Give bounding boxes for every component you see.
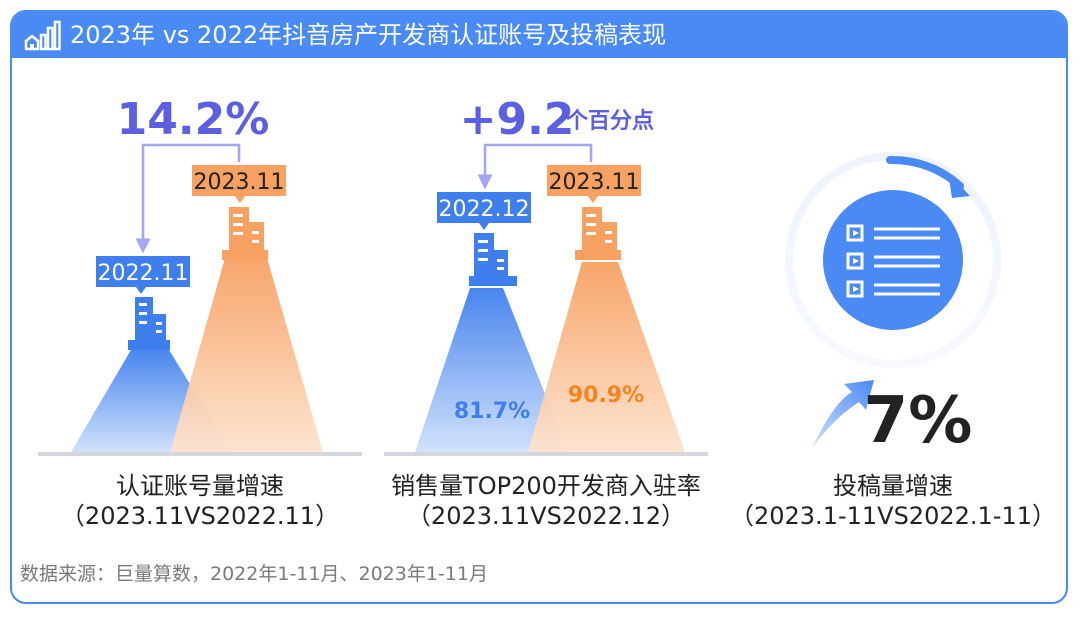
caption-subtitle: （2023.11VS2022.11） (60, 502, 340, 530)
building-icon (575, 207, 621, 260)
beam-2023-11 (528, 262, 685, 452)
caption-title: 投稿量增速 (833, 472, 953, 500)
caption-account-growth: 认证账号量增速 （2023.11VS2022.11） (38, 471, 362, 531)
title-bar: 2023年 vs 2022年抖音房产开发商认证账号及投稿表现 (12, 12, 1066, 58)
building-icon (222, 207, 268, 260)
caption-subtitle: （2023.11VS2022.12） (406, 502, 686, 530)
label-2023-11: 2023.11 (194, 170, 285, 195)
percentage-point-change: +9.2 (460, 94, 575, 145)
cycle-arrow (886, 155, 964, 190)
label-2022-11: 2022.11 (98, 261, 189, 286)
caption-title: 认证账号量增速 (116, 472, 284, 500)
bar-chart-house-icon (24, 20, 61, 51)
up-arrow-icon (812, 380, 874, 448)
page-title: 2023年 vs 2022年抖音房产开发商认证账号及投稿表现 (70, 21, 667, 49)
label-2022-12: 2022.12 (439, 197, 530, 222)
panel-account-growth: 2022.11 2023.11 14.2% (38, 94, 362, 456)
submission-growth-value: 7% (864, 384, 973, 458)
data-source-note: 数据来源：巨量算数，2022年1-11月、2023年1-11月 (20, 563, 488, 585)
panel-top200-rate: 2022.12 2023.11 +9.2 个百分点 81.7% 90.9% (384, 94, 708, 456)
comparison-arrow (135, 143, 241, 254)
video-list-icon (846, 224, 940, 298)
label-2023-11: 2023.11 (549, 170, 640, 195)
growth-rate-value: 14.2% (117, 94, 270, 145)
caption-title: 销售量TOP200开发商入驻率 (391, 472, 701, 500)
beam-2022-12 (415, 288, 568, 452)
panel-submission-growth: 7% (785, 152, 1001, 458)
caption-top200-rate: 销售量TOP200开发商入驻率 （2023.11VS2022.12） (372, 471, 720, 531)
value-2023-11: 90.9% (568, 383, 644, 408)
caption-submission-growth: 投稿量增速 （2023.1-11VS2022.1-11） (720, 471, 1066, 531)
value-2022-12: 81.7% (454, 399, 530, 424)
caption-subtitle: （2023.1-11VS2022.1-11） (729, 502, 1056, 530)
beam-2023-11 (170, 258, 323, 452)
building-icon (128, 297, 170, 350)
percentage-point-unit: 个百分点 (566, 108, 654, 134)
building-icon (469, 233, 517, 286)
comparison-arrow (477, 143, 593, 190)
